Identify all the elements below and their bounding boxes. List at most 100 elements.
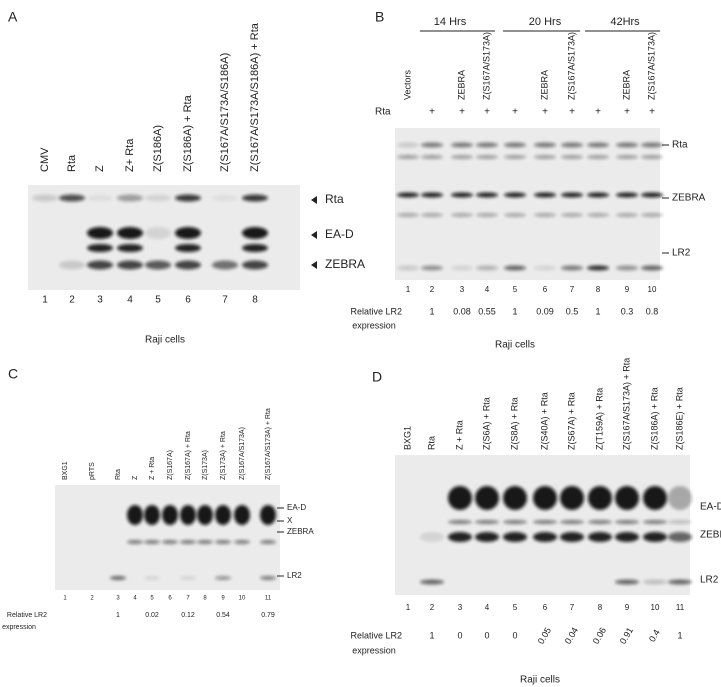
expression-value: 0.55 [478,306,496,316]
band [180,540,196,544]
expression-value: 1 [512,306,517,316]
band [448,486,472,510]
lane-label: Z(S167A) + Rta [185,431,192,480]
lane-number: 2 [430,285,435,294]
lane-number: 10 [648,285,657,294]
lane-label: Z(T159A) + Rta [594,388,604,450]
caption: Raji cells [145,335,185,346]
lane-label: Z(S167A/S173A/S186A) [219,53,231,172]
band [476,265,498,271]
band [641,155,663,159]
lane-label: Z(S167A/S173A) [239,427,246,480]
band [643,486,667,510]
band [242,194,268,202]
lane-number: 2 [90,596,94,602]
lane-number: 10 [651,603,660,612]
band [421,265,443,271]
expression-value: 0.79 [261,612,275,619]
marker-label: EA-D [325,227,354,241]
band [668,520,692,524]
band [504,192,526,198]
lane-label: Z(S167A/S173A) + Rta [621,358,631,450]
lane-number: 8 [598,603,603,612]
expression-value: 1 [116,612,120,619]
marker-label: LR2 [672,248,691,259]
band [615,579,639,585]
band [215,576,231,580]
band [180,505,196,525]
band [643,532,667,542]
band [615,532,639,542]
expression-value: 1 [677,630,682,640]
band [560,520,584,524]
band [175,260,201,270]
lane-number: 6 [185,295,191,306]
lane-label: CMV [39,147,51,172]
lane-number: 6 [543,285,548,294]
band [615,520,639,524]
band [643,520,667,524]
band [560,486,584,510]
lane-label: Rta [66,154,78,172]
lane-label: Z+ Rta [124,138,136,172]
band [475,486,499,510]
band [643,579,667,585]
band [117,260,143,270]
rta-sign: + [429,107,435,118]
band [475,532,499,542]
expression-value: 0.05 [536,626,553,646]
band [588,532,612,542]
lane-number: 3 [97,295,103,306]
band [616,142,638,148]
band [668,486,692,510]
lane-number: 1 [63,596,67,602]
band [175,227,201,239]
band [212,194,238,202]
band [397,213,419,217]
rta-sign: + [542,107,548,118]
lane-number: 6 [543,603,548,612]
timepoint: 42Hrs [610,16,640,28]
band [197,540,213,544]
band [87,244,113,252]
lane-label: Z [132,475,139,480]
expression-value: 0.04 [563,626,580,646]
lane-label: ZEBRA [539,70,549,100]
caption: Raji cells [495,340,535,351]
lane-label: Z(S167A/S173A/S186A) + Rta [249,22,261,172]
lane-label: Z(S186A) + Rta [182,94,194,172]
band [59,260,85,270]
band [162,540,178,544]
expression-value: 0.12 [181,612,195,619]
band [260,540,276,544]
band [533,532,557,542]
lane-number: 11 [265,596,272,602]
band [561,265,583,271]
expression-value: 0.91 [618,626,635,646]
lane-number: 6 [168,596,172,602]
band [588,520,612,524]
band [144,540,160,544]
expression-label: Relative LR2 [350,630,402,640]
band [144,505,160,525]
panel-letter: C [8,366,18,382]
panel-letter: D [372,369,382,385]
lane-number: 3 [116,596,120,602]
band [476,213,498,217]
lane-number: 7 [570,603,575,612]
lane-label: Z [94,165,106,172]
band [587,265,609,271]
marker-label: X [287,516,293,525]
rta-sign: + [649,107,655,118]
lane-label: Z(S167A/S173A) + Rta [265,408,272,480]
lane-number: 1 [406,285,411,294]
lane-number: 7 [222,295,228,306]
band [616,192,638,198]
lane-number: 7 [570,285,575,294]
band [561,192,583,198]
expression-label: Relative LR2 [7,612,47,619]
band [397,265,419,271]
lane-label: Z(S67A) + Rta [566,392,576,450]
expression-value: 0 [484,630,489,640]
expression-value: 0.09 [536,306,554,316]
